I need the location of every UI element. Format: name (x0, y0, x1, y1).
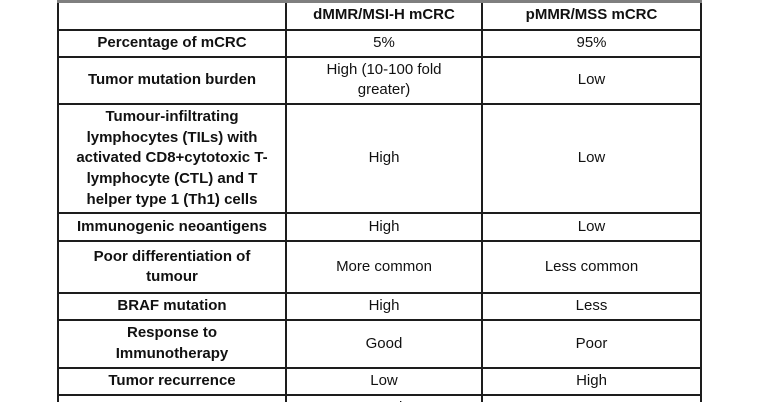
row-header-cell: Response to Immunotherapy (57, 319, 287, 369)
data-cell: Good (285, 319, 483, 369)
data-cell: 5% (285, 28, 483, 58)
row-header-cell: Immunogenic neoantigens (57, 212, 287, 243)
data-cell: 95% (481, 28, 702, 58)
table-row: Immunogenic neoantigens High Low (57, 212, 702, 243)
data-cell: Less common (481, 240, 702, 295)
data-cell: Poor (481, 319, 702, 369)
data-cell: High (285, 212, 483, 243)
table-row: Poor differentiation of tumour More comm… (57, 240, 702, 295)
data-cell: Good (285, 393, 483, 402)
row-header-cell: Percentage of mCRC (57, 28, 287, 58)
data-cell: High (10-100 fold greater) (285, 55, 483, 105)
column-header-pmmr: pMMR/MSS mCRC (481, 0, 702, 31)
row-header-cell: BRAF mutation (57, 292, 287, 322)
row-header-cell: Tumor mutation burden (57, 55, 287, 105)
column-header-dmmr: dMMR/MSI-H mCRC (285, 0, 483, 31)
row-header-cell: Tumor recurrence (57, 366, 287, 396)
row-header-cell: Tumour-infiltrating lymphocytes (TILs) w… (57, 102, 287, 215)
row-header-cell: Poor differentiation of tumour (57, 240, 287, 295)
table-row: BRAF mutation High Less (57, 292, 702, 322)
table-row: Prognoses Good Poor (57, 393, 702, 402)
data-cell: High (285, 102, 483, 215)
table-row: Response to Immunotherapy Good Poor (57, 319, 702, 369)
comparison-table: dMMR/MSI-H mCRC pMMR/MSS mCRC Percentage… (57, 0, 702, 402)
data-cell: More common (285, 240, 483, 295)
data-cell: Low (481, 55, 702, 105)
table-row: Tumor recurrence Low High (57, 366, 702, 396)
data-cell: Low (285, 366, 483, 396)
data-cell: Less (481, 292, 702, 322)
corner-cell (57, 0, 287, 31)
table-row: Tumour-infiltrating lymphocytes (TILs) w… (57, 102, 702, 215)
data-cell: Low (481, 102, 702, 215)
data-cell: Poor (481, 393, 702, 402)
data-cell: Low (481, 212, 702, 243)
row-header-cell: Prognoses (57, 393, 287, 402)
data-cell: High (481, 366, 702, 396)
table-header-row: dMMR/MSI-H mCRC pMMR/MSS mCRC (57, 0, 702, 31)
table-row: Percentage of mCRC 5% 95% (57, 28, 702, 58)
data-cell: High (285, 292, 483, 322)
table-row: Tumor mutation burden High (10-100 fold … (57, 55, 702, 105)
